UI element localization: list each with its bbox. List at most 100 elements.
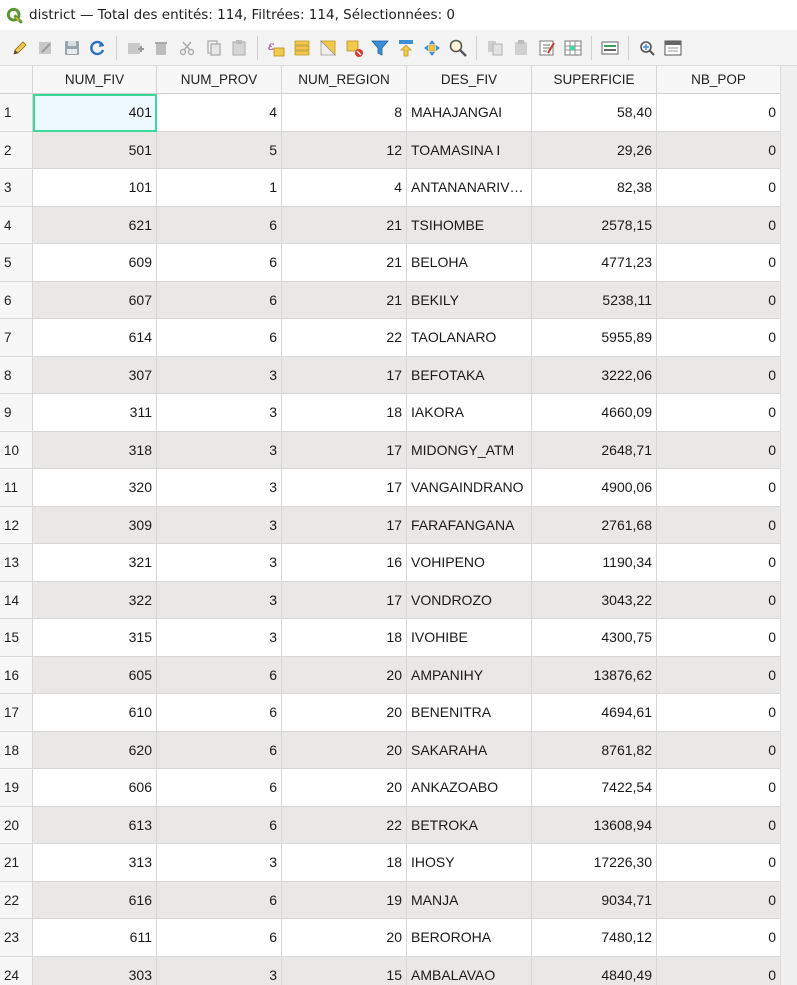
table-cell-num-prov[interactable]: 4 [157, 94, 282, 132]
table-cell-nb-pop[interactable]: 0 [657, 956, 781, 985]
table-cell-num-prov[interactable]: 6 [157, 731, 282, 769]
paste-cells-button[interactable] [508, 35, 534, 61]
table-cell-nb-pop[interactable]: 0 [657, 244, 781, 282]
row-header[interactable]: 12 [0, 506, 33, 544]
table-cell-num-fiv[interactable]: 606 [33, 769, 157, 807]
table-cell-nb-pop[interactable]: 0 [657, 506, 781, 544]
table-cell-num-prov[interactable]: 6 [157, 769, 282, 807]
table-cell-num-fiv[interactable]: 501 [33, 131, 157, 169]
table-cell-superficie[interactable]: 4900,06 [532, 469, 657, 507]
table-cell-num-fiv[interactable]: 605 [33, 656, 157, 694]
table-cell-superficie[interactable]: 5238,11 [532, 281, 657, 319]
table-row[interactable]: 20 613 6 22 BETROKA 13608,94 0 [0, 806, 781, 844]
table-cell-superficie[interactable]: 7422,54 [532, 769, 657, 807]
table-cell-nb-pop[interactable]: 0 [657, 844, 781, 882]
table-cell-nb-pop[interactable]: 0 [657, 544, 781, 582]
paste-button[interactable] [226, 35, 252, 61]
table-cell-num-region[interactable]: 20 [282, 769, 407, 807]
table-cell-num-fiv[interactable]: 101 [33, 169, 157, 207]
table-cell-num-fiv[interactable]: 318 [33, 431, 157, 469]
edit-pencil-button[interactable] [7, 35, 33, 61]
table-cell-nb-pop[interactable]: 0 [657, 806, 781, 844]
table-cell-num-fiv[interactable]: 311 [33, 394, 157, 432]
table-row[interactable]: 23 611 6 20 BEROROHA 7480,12 0 [0, 919, 781, 957]
table-cell-num-fiv[interactable]: 315 [33, 619, 157, 657]
table-row[interactable]: 11 320 3 17 VANGAINDRANO 4900,06 0 [0, 469, 781, 507]
column-header-nb-pop[interactable]: NB_POP [657, 66, 781, 94]
table-cell-num-prov[interactable]: 3 [157, 544, 282, 582]
table-row[interactable]: 3 101 1 4 ANTANANARIV… 82,38 0 [0, 169, 781, 207]
table-cell-num-prov[interactable]: 3 [157, 356, 282, 394]
table-cell-num-fiv[interactable]: 309 [33, 506, 157, 544]
table-row[interactable]: 14 322 3 17 VONDROZO 3043,22 0 [0, 581, 781, 619]
attribute-table[interactable]: NUM_FIV NUM_PROV NUM_REGION DES_FIV SUPERFIC… [0, 66, 797, 985]
table-cell-num-prov[interactable]: 6 [157, 919, 282, 957]
table-cell-superficie[interactable]: 4300,75 [532, 619, 657, 657]
column-header-num-region[interactable]: NUM_REGION [282, 66, 407, 94]
table-cell-nb-pop[interactable]: 0 [657, 469, 781, 507]
move-top-button[interactable] [393, 35, 419, 61]
table-cell-num-region[interactable]: 21 [282, 281, 407, 319]
table-row[interactable]: 1 401 4 8 MAHAJANGAI 58,40 0 [0, 94, 781, 132]
table-cell-num-fiv[interactable]: 320 [33, 469, 157, 507]
table-cell-num-fiv[interactable]: 609 [33, 244, 157, 282]
table-cell-num-region[interactable]: 4 [282, 169, 407, 207]
table-row[interactable]: 21 313 3 18 IHOSY 17226,30 0 [0, 844, 781, 882]
expression-select-button[interactable]: ε [263, 35, 289, 61]
table-cell-num-prov[interactable]: 6 [157, 206, 282, 244]
reload-button[interactable] [85, 35, 111, 61]
table-cell-des-fiv[interactable]: IVOHIBE [407, 619, 532, 657]
table-cell-des-fiv[interactable]: ANTANANARIV… [407, 169, 532, 207]
table-row[interactable]: 2 501 5 12 TOAMASINA I 29,26 0 [0, 131, 781, 169]
table-cell-nb-pop[interactable]: 0 [657, 431, 781, 469]
cut-button[interactable] [174, 35, 200, 61]
table-cell-nb-pop[interactable]: 0 [657, 131, 781, 169]
table-cell-num-prov[interactable]: 6 [157, 806, 282, 844]
deselect-button[interactable] [341, 35, 367, 61]
table-cell-nb-pop[interactable]: 0 [657, 619, 781, 657]
table-cell-superficie[interactable]: 2761,68 [532, 506, 657, 544]
table-cell-des-fiv[interactable]: TSIHOMBE [407, 206, 532, 244]
table-row[interactable]: 10 318 3 17 MIDONGY_ATM 2648,71 0 [0, 431, 781, 469]
table-cell-superficie[interactable]: 4660,09 [532, 394, 657, 432]
table-cell-des-fiv[interactable]: BEKILY [407, 281, 532, 319]
table-row[interactable]: 9 311 3 18 IAKORA 4660,09 0 [0, 394, 781, 432]
table-cell-num-prov[interactable]: 3 [157, 431, 282, 469]
copy-cells-button[interactable] [482, 35, 508, 61]
table-cell-superficie[interactable]: 1190,34 [532, 544, 657, 582]
table-cell-des-fiv[interactable]: TAOLANARO [407, 319, 532, 357]
table-cell-des-fiv[interactable]: MIDONGY_ATM [407, 431, 532, 469]
table-cell-superficie[interactable]: 3222,06 [532, 356, 657, 394]
table-cell-num-region[interactable]: 20 [282, 731, 407, 769]
table-cell-superficie[interactable]: 4840,49 [532, 956, 657, 985]
table-row[interactable]: 17 610 6 20 BENENITRA 4694,61 0 [0, 694, 781, 732]
table-cell-nb-pop[interactable]: 0 [657, 356, 781, 394]
filter-button[interactable] [367, 35, 393, 61]
table-cell-superficie[interactable]: 2648,71 [532, 431, 657, 469]
table-cell-superficie[interactable]: 4771,23 [532, 244, 657, 282]
select-all-button[interactable] [289, 35, 315, 61]
row-header[interactable]: 1 [0, 94, 33, 132]
table-cell-num-region[interactable]: 20 [282, 919, 407, 957]
field-calculator-button[interactable] [534, 35, 560, 61]
table-cell-des-fiv[interactable]: IHOSY [407, 844, 532, 882]
table-row[interactable]: 18 620 6 20 SAKARAHA 8761,82 0 [0, 731, 781, 769]
table-row[interactable]: 5 609 6 21 BELOHA 4771,23 0 [0, 244, 781, 282]
row-header[interactable]: 9 [0, 394, 33, 432]
table-cell-num-fiv[interactable]: 616 [33, 881, 157, 919]
add-feature-button[interactable] [122, 35, 148, 61]
copy-button[interactable] [200, 35, 226, 61]
table-cell-superficie[interactable]: 4694,61 [532, 694, 657, 732]
table-cell-num-prov[interactable]: 6 [157, 319, 282, 357]
table-cell-num-region[interactable]: 8 [282, 94, 407, 132]
column-header-num-fiv[interactable]: NUM_FIV [33, 66, 157, 94]
row-header[interactable]: 20 [0, 806, 33, 844]
table-cell-num-fiv[interactable]: 321 [33, 544, 157, 582]
table-cell-num-prov[interactable]: 6 [157, 656, 282, 694]
table-cell-num-prov[interactable]: 6 [157, 244, 282, 282]
invert-selection-button[interactable] [315, 35, 341, 61]
table-cell-des-fiv[interactable]: BELOHA [407, 244, 532, 282]
table-cell-num-fiv[interactable]: 614 [33, 319, 157, 357]
table-cell-num-region[interactable]: 21 [282, 244, 407, 282]
table-cell-num-prov[interactable]: 6 [157, 881, 282, 919]
